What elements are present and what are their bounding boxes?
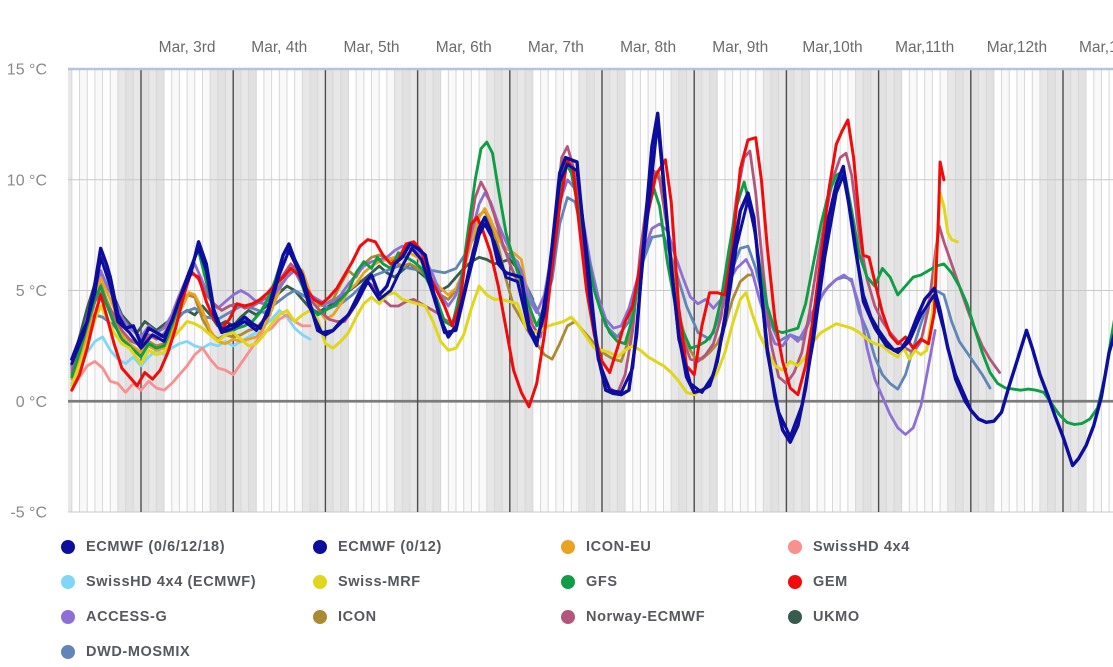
legend-label: SwissHD 4x4 — [813, 538, 910, 555]
legend-swatch-icon — [561, 609, 575, 624]
x-axis-day-label: Mar, 5th — [344, 39, 400, 56]
series-line-dwd-mosmix[interactable] — [70, 196, 992, 391]
x-axis-day-label: Mar,11th — [895, 39, 954, 56]
x-axis-day-label: Mar, 3rd — [159, 39, 216, 56]
y-axis-label: -5 °C — [10, 505, 47, 522]
legend-label: ECMWF (0/12) — [338, 538, 442, 555]
legend-item-ukmo[interactable]: UKMO — [788, 599, 1113, 634]
x-axis-day-label: Mar,12th — [987, 39, 1047, 56]
y-axis-labels: 15 °C 10 °C 5 °C 0 °C -5 °C — [7, 62, 47, 522]
y-axis-label: 5 °C — [16, 283, 47, 300]
legend-label: DWD-MOSMIX — [86, 643, 191, 660]
y-axis-label: 0 °C — [16, 394, 47, 411]
legend: ECMWF (0/6/12/18) ECMWF (0/12) ICON-EU Swis… — [0, 529, 1113, 667]
legend-label: Norway-ECMWF — [586, 608, 706, 625]
series-line-gfs[interactable] — [70, 140, 1113, 426]
legend-label: ECMWF (0/6/12/18) — [86, 538, 226, 555]
legend-swatch-icon — [788, 539, 802, 554]
legend-label: UKMO — [813, 608, 860, 625]
legend-item-gfs[interactable]: GFS — [561, 564, 788, 599]
legend-swatch-icon — [788, 609, 802, 624]
legend-label: Swiss-MRF — [338, 573, 421, 590]
legend-label: ICON-EU — [586, 538, 652, 555]
x-axis-day-label: Mar, 8th — [620, 39, 676, 56]
legend-item-gem[interactable]: GEM — [788, 564, 1113, 599]
legend-item-icon-eu[interactable]: ICON-EU — [561, 529, 788, 564]
legend-label: ICON — [338, 608, 377, 625]
legend-swatch-icon — [313, 574, 327, 589]
series-line-ecmwf-0-6-12-18[interactable] — [70, 111, 1113, 468]
legend-label: GFS — [586, 573, 618, 590]
legend-item-swisshd-4x4-ecmwf[interactable]: SwissHD 4x4 (ECMWF) — [61, 564, 313, 599]
x-axis-day-label: Mar, 7th — [528, 39, 584, 56]
legend-swatch-icon — [61, 539, 75, 554]
legend-swatch-icon — [561, 539, 575, 554]
y-axis-label: 10 °C — [7, 172, 47, 189]
x-axis-day-label: Mar, 6th — [436, 39, 492, 56]
legend-item-ecmwf-0-6-12-18[interactable]: ECMWF (0/6/12/18) — [61, 529, 313, 564]
y-axis-label: 15 °C — [7, 62, 47, 79]
legend-swatch-icon — [61, 644, 75, 659]
legend-swatch-icon — [788, 574, 802, 589]
legend-swatch-icon — [313, 539, 327, 554]
legend-swatch-icon — [61, 609, 75, 624]
series-line-ukmo[interactable] — [70, 255, 535, 368]
series-line-swisshd-4x4-ecmwf[interactable] — [70, 309, 312, 385]
x-axis-day-label: Mar,10th — [802, 39, 862, 56]
legend-item-dwd-mosmix[interactable]: DWD-MOSMIX — [61, 634, 313, 667]
meteogram-chart: Mar, 3rd Mar, 4th Mar, 5th Mar, 6th Mar, 7th… — [7, 39, 1113, 522]
x-axis-day-label: Mar, 9th — [712, 39, 768, 56]
legend-swatch-icon — [61, 574, 75, 589]
legend-item-access-g[interactable]: ACCESS-G — [61, 599, 313, 634]
legend-item-ecmwf-0-12[interactable]: ECMWF (0/12) — [313, 529, 561, 564]
legend-label: GEM — [813, 573, 848, 590]
x-axis-day-labels: Mar, 3rd Mar, 4th Mar, 5th Mar, 6th Mar, 7th… — [159, 39, 1113, 56]
legend-swatch-icon — [561, 574, 575, 589]
legend-swatch-icon — [313, 609, 327, 624]
legend-item-norway-ecmwf[interactable]: Norway-ECMWF — [561, 599, 788, 634]
legend-label: SwissHD 4x4 (ECMWF) — [86, 573, 257, 590]
x-axis-day-label: Mar, 4th — [251, 39, 307, 56]
legend-item-swisshd-4x4[interactable]: SwissHD 4x4 — [788, 529, 1113, 564]
x-axis-day-label: Mar,13th — [1079, 39, 1113, 56]
series-lines — [70, 111, 1113, 468]
legend-item-swiss-mrf[interactable]: Swiss-MRF — [313, 564, 561, 599]
legend-item-icon[interactable]: ICON — [313, 599, 561, 634]
series-line-swisshd-4x4[interactable] — [70, 313, 312, 394]
legend-label: ACCESS-G — [86, 608, 168, 625]
